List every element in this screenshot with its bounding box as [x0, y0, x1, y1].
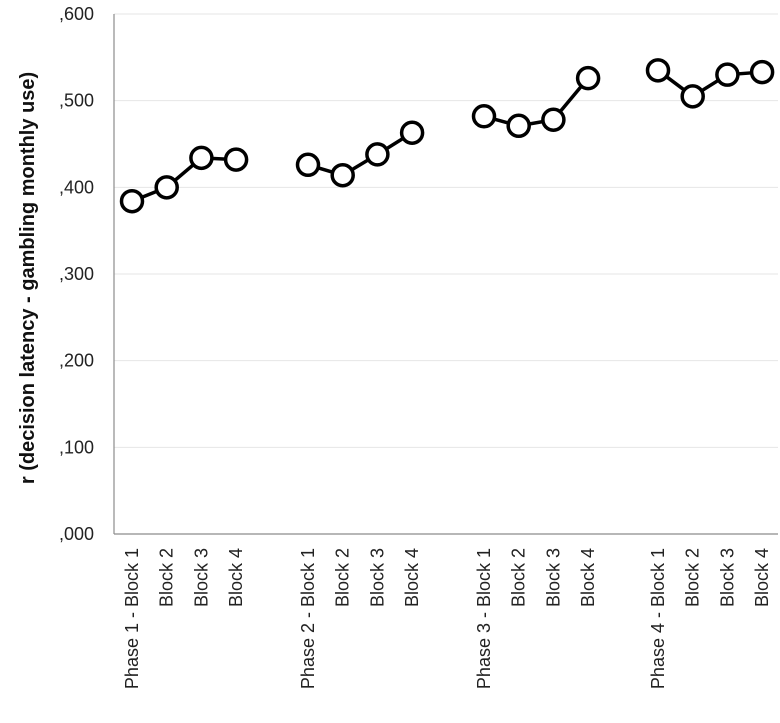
data-point — [715, 62, 740, 87]
x-tick-label: Block 3 — [367, 548, 387, 607]
x-tick-labels: Phase 1 - Block 1 Block 2 Block 3 Block 4 Ph… — [122, 548, 772, 689]
x-tick-label: Block 4 — [402, 548, 422, 607]
data-point — [471, 104, 497, 129]
x-tick-label: Block 2 — [509, 548, 529, 607]
data-point — [365, 142, 390, 167]
x-tick-label: Phase 3 - Block 1 — [474, 548, 494, 689]
data-point — [749, 59, 775, 85]
data-point — [645, 58, 671, 83]
data-point — [399, 120, 425, 145]
series-line-segment — [131, 156, 237, 203]
data-point — [506, 113, 531, 139]
y-axis-label: r (decision latency - gambling monthly u… — [17, 72, 39, 484]
x-tick-label: Phase 2 - Block 1 — [298, 548, 318, 689]
data-point — [189, 145, 214, 171]
data-point — [154, 175, 179, 200]
x-tick-label: Block 3 — [543, 548, 563, 607]
x-tick-label: Phase 4 - Block 1 — [648, 548, 668, 689]
y-tick-labels: ,000 ,100 ,200 ,300 ,400 ,500 ,600 — [59, 4, 94, 544]
x-tick-label: Block 3 — [191, 548, 211, 607]
y-tick-label: ,000 — [59, 524, 94, 544]
data-point — [575, 65, 601, 91]
series-line-segment — [307, 131, 414, 178]
data-point — [223, 147, 249, 172]
data-point — [541, 107, 566, 132]
series — [119, 58, 775, 214]
series-line-segment — [483, 77, 590, 128]
x-tick-label: Block 2 — [683, 548, 703, 607]
x-tick-label: Block 2 — [333, 548, 353, 607]
y-tick-label: ,400 — [59, 177, 94, 197]
x-tick-label: Block 4 — [752, 548, 772, 607]
y-tick-label: ,200 — [59, 351, 94, 371]
gridlines — [114, 13, 778, 448]
y-tick-label: ,500 — [59, 91, 94, 111]
data-point — [295, 152, 321, 178]
x-tick-label: Block 3 — [717, 548, 737, 607]
y-tick-label: ,600 — [59, 4, 94, 24]
x-tick-label: Block 4 — [578, 548, 598, 607]
y-tick-label: ,300 — [59, 264, 94, 284]
x-tick-label: Phase 1 - Block 1 — [122, 548, 142, 689]
axes — [113, 14, 778, 535]
data-point — [330, 162, 355, 188]
data-point — [119, 188, 145, 214]
data-point — [680, 84, 705, 109]
x-tick-label: Block 4 — [226, 548, 246, 607]
x-tick-label: Block 2 — [157, 548, 177, 607]
y-tick-label: ,100 — [59, 437, 94, 457]
series-line-segment — [656, 68, 763, 99]
